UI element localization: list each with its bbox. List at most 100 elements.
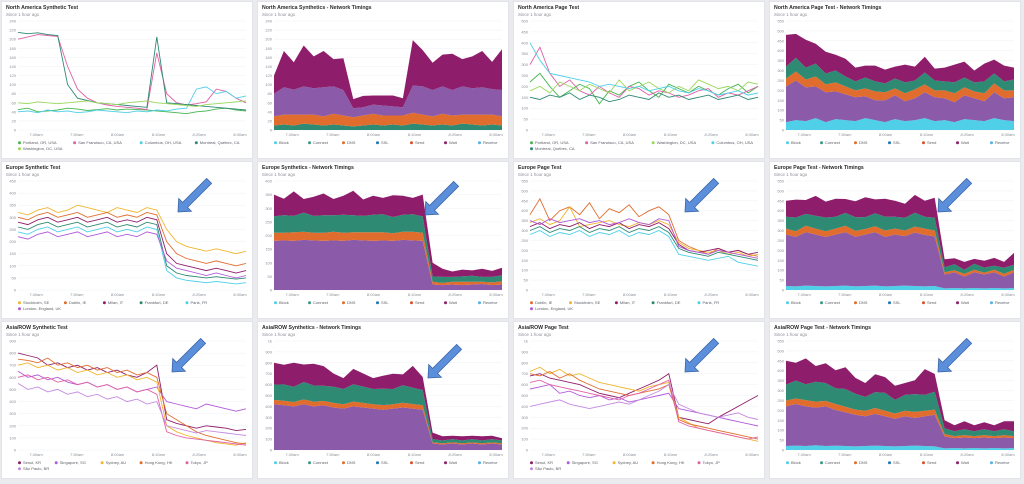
legend-label: Block [791, 460, 801, 465]
legend-swatch [697, 301, 701, 305]
x-tick-label: 8:10am [408, 292, 422, 297]
legend-label: Connect [313, 460, 329, 465]
x-tick-label: 8:00am [879, 452, 893, 457]
x-tick-label: 7:50am [582, 452, 596, 457]
legend-swatch [308, 461, 311, 465]
y-tick-label: 0 [270, 288, 273, 293]
x-tick-label: 7:50am [582, 292, 596, 297]
y-tick-label: 500 [521, 188, 528, 193]
y-tick-label: 300 [265, 206, 272, 211]
series-line-san-francisco-ca-usa [17, 34, 247, 111]
y-tick-label: 400 [777, 48, 784, 53]
legend-swatch [274, 461, 277, 465]
y-tick-label: 450 [521, 198, 528, 203]
panel-subtitle: Since 1 hour ago [262, 12, 296, 17]
europe-synthetic-test-panel[interactable]: Europe Synthetic Test Since 1 hour ago 0 50… [1, 161, 253, 319]
series-area-ssl [786, 232, 1014, 289]
y-tick-label: 300 [521, 415, 528, 420]
legend-label: São Paulo, BR [535, 466, 561, 471]
legend-label: SSL [381, 140, 389, 145]
panel-subtitle: Since 1 hour ago [262, 172, 296, 177]
legend-swatch [185, 301, 189, 305]
y-tick-label: 140 [265, 64, 272, 69]
legend-label: SSL [381, 460, 389, 465]
y-tick-label: 100 [265, 260, 272, 265]
legend-swatch [786, 461, 789, 465]
legend-swatch [410, 461, 413, 465]
series-area-connect [786, 212, 1014, 274]
y-tick-label: 120 [265, 73, 272, 78]
series-area-wait [786, 33, 1014, 84]
legend-swatch [444, 461, 447, 465]
legend-label: Singapore, SG [60, 460, 86, 465]
series-line-singapore-sg [529, 384, 759, 427]
y-tick-label: 0 [782, 448, 785, 453]
legend-swatch [139, 141, 143, 145]
y-tick-label: 100 [521, 268, 528, 273]
north-america-synthetic-test-panel[interactable]: North America Synthetic Test Since 1 hour… [1, 1, 253, 159]
europe-page-test-network-timings-panel[interactable]: Europe Page Test - Network Timings Since … [769, 161, 1021, 319]
asia-row-synthetic-test-panel[interactable]: Asia/ROW Synthetic Test Since 1 hour ago 0… [1, 321, 253, 479]
panel-subtitle: Since 1 hour ago [774, 332, 808, 337]
europe-synthetics-network-timings-panel[interactable]: Europe Synthetics - Network Timings Since… [257, 161, 509, 319]
y-tick-label: 160 [9, 55, 16, 60]
legend-label: SSL [893, 300, 901, 305]
x-tick-label: 8:00am [367, 452, 381, 457]
y-tick-label: 350 [265, 192, 272, 197]
legend-swatch [102, 301, 106, 305]
north-america-page-test-network-timings-panel[interactable]: North America Page Test - Network Timing… [769, 1, 1021, 159]
y-tick-label: 600 [265, 382, 272, 387]
y-tick-label: 200 [521, 248, 528, 253]
legend-label: Hong Kong, HK [145, 460, 173, 465]
y-tick-label: 250 [9, 227, 16, 232]
legend-label: Paris, FR [703, 300, 720, 305]
panel-title: Europe Synthetics - Network Timings [262, 165, 354, 171]
y-tick-label: 500 [265, 393, 272, 398]
y-tick-label: 700 [265, 371, 272, 376]
europe-page-test-panel[interactable]: Europe Page Test Since 1 hour ago 0 50 100 15… [513, 161, 765, 319]
chart: 0 100 200 300 400 500 600 700 800 900 7:40am 7:50am… [9, 339, 247, 472]
y-tick-label: 400 [521, 404, 528, 409]
north-america-page-test-panel[interactable]: North America Page Test Since 1 hour ago 0… [513, 1, 765, 159]
legend-swatch [888, 301, 891, 305]
legend-label: Dublin, IE [69, 300, 87, 305]
x-tick-label: 8:00am [111, 132, 125, 137]
series-area-connect [274, 212, 502, 283]
legend-swatch [854, 301, 857, 305]
legend-swatch [786, 141, 789, 145]
y-tick-label: 100 [777, 268, 784, 273]
x-tick-label: 8:00am [879, 132, 893, 137]
legend-swatch [922, 141, 925, 145]
y-tick-label: 40 [268, 109, 273, 114]
series-area-ssl [786, 404, 1014, 449]
series-area-ssl [274, 239, 502, 290]
legend-label: San Francisco, CA, USA [590, 140, 634, 145]
legend-label: Washington, DC, USA [23, 146, 63, 151]
legend-swatch [139, 301, 143, 305]
asia-row-page-test-panel[interactable]: Asia/ROW Page Test Since 1 hour ago 0 100 20… [513, 321, 765, 479]
y-tick-label: 550 [777, 339, 784, 344]
y-tick-label: 600 [9, 375, 16, 380]
chart: 0 50 100 150 200 250 300 350 400 450 500 550 7:40am 7… [521, 179, 759, 312]
x-tick-label: 7:50am [326, 452, 340, 457]
north-america-synthetics-network-timings-panel[interactable]: North America Synthetics - Network Timin… [257, 1, 509, 159]
legend-label: Wait [961, 140, 970, 145]
y-tick-label: 900 [521, 349, 528, 354]
legend-swatch [888, 141, 891, 145]
series-line-london-england-uk [17, 231, 247, 279]
series-area-ssl [274, 404, 502, 450]
x-tick-label: 7:40am [541, 292, 555, 297]
x-tick-label: 7:40am [285, 132, 299, 137]
asia-row-synthetics-network-timings-panel[interactable]: Asia/ROW Synthetics - Network Timings Sin… [257, 321, 509, 479]
y-tick-label: 0 [526, 448, 529, 453]
legend-label: Block [279, 460, 289, 465]
legend-label: DNS [347, 460, 356, 465]
legend-label: London, England, UK [23, 306, 61, 311]
y-tick-label: 350 [9, 203, 16, 208]
asia-row-page-test-network-timings-panel[interactable]: Asia/ROW Page Test - Network Timings Sinc… [769, 321, 1021, 479]
legend-swatch [410, 141, 413, 145]
y-tick-label: 700 [521, 371, 528, 376]
y-tick-label: 1k [524, 339, 528, 344]
series-line-sydney-au [529, 366, 759, 442]
y-tick-label: 900 [9, 339, 16, 344]
